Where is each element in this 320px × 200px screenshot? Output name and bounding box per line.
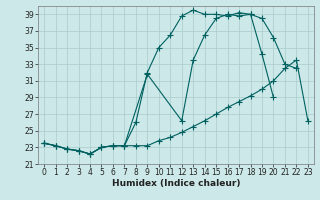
- X-axis label: Humidex (Indice chaleur): Humidex (Indice chaleur): [112, 179, 240, 188]
